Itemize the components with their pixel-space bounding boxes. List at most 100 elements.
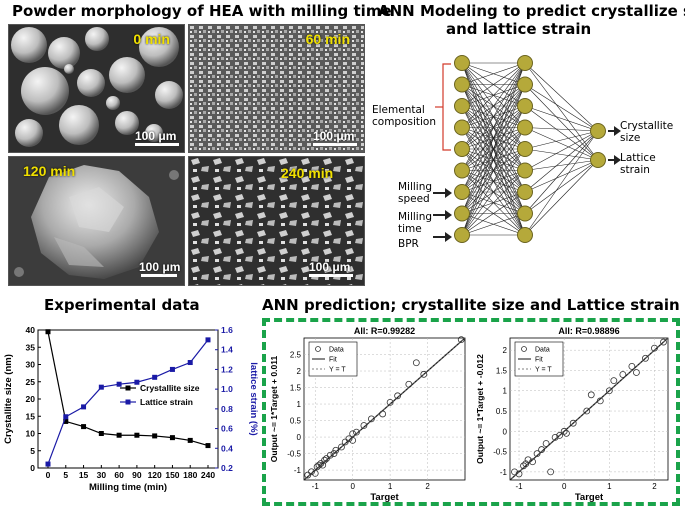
fit-line: [303, 337, 466, 481]
neuron-node: [517, 141, 533, 157]
connection-line: [524, 84, 599, 132]
y2-tick-label: 0.8: [221, 404, 233, 414]
data-point: [610, 377, 618, 384]
data-point: [651, 344, 658, 352]
y-tick-label: 2: [297, 367, 302, 376]
connection-line: [524, 84, 599, 161]
scale-label: 100 μm: [135, 129, 177, 143]
legend-label: Data: [535, 347, 550, 354]
connection-line: [524, 127, 599, 161]
data-point: [187, 360, 193, 366]
y-tick-label: 1.5: [290, 384, 302, 393]
data-point: [587, 391, 595, 399]
x-tick-label: 30: [97, 470, 107, 480]
y2-tick-label: 0.2: [221, 463, 233, 473]
sem-image-120min: 120 min 100 μm: [8, 156, 185, 286]
data-point: [556, 431, 564, 439]
x-axis-label: Milling time (min): [89, 482, 167, 493]
label-milling-time: Milling time: [398, 211, 433, 235]
y-tick-label: 35: [26, 342, 36, 352]
x-tick-label: 180: [183, 470, 197, 480]
data-point: [660, 338, 667, 346]
x-tick-label: 5: [63, 470, 68, 480]
y-tick-label: -0.5: [287, 450, 301, 459]
data-point: [169, 435, 175, 441]
data-point: [360, 422, 368, 429]
connection-line: [461, 213, 526, 236]
data-point: [308, 468, 315, 476]
connection-line: [524, 62, 599, 132]
data-point: [542, 440, 550, 447]
ann-model-title-line1: ANN Modeling to predict crystallize size: [378, 2, 685, 20]
x-tick-label: 0: [562, 482, 567, 491]
data-point: [332, 446, 340, 454]
data-point: [386, 398, 394, 406]
y-tick-label: 0.5: [496, 407, 508, 416]
y-tick-label: 25: [26, 377, 36, 387]
data-point: [628, 363, 636, 370]
label-milling-speed: Milling speed: [398, 181, 433, 205]
y-tick-label: 5: [30, 446, 35, 456]
data-point: [45, 329, 51, 335]
y-tick-label: 0: [30, 463, 35, 473]
y2-tick-label: 1.2: [221, 364, 233, 374]
experimental-title: Experimental data: [44, 296, 200, 314]
plot-title: All: R=0.99282: [354, 326, 415, 336]
legend-data-marker: [521, 346, 527, 352]
y-tick-label: 1: [503, 387, 508, 396]
data-point: [379, 410, 387, 418]
data-point: [560, 427, 568, 435]
scale-label: 100 μm: [309, 260, 351, 274]
data-point: [563, 429, 570, 437]
x-axis-label: Target: [370, 492, 399, 502]
connection-line: [524, 159, 599, 171]
legend-label: Lattice strain: [140, 397, 193, 407]
morphology-title: Powder morphology of HEA with milling ti…: [12, 2, 392, 20]
connection-line: [461, 148, 526, 236]
connection-line: [461, 170, 526, 236]
connection-line: [524, 159, 599, 236]
identity-line: [509, 337, 669, 481]
label-lattice: Lattice strain: [620, 152, 656, 176]
connection-line: [461, 62, 526, 171]
prediction-title: ANN prediction; crystallite size and Lat…: [262, 296, 680, 314]
neuron-node: [517, 205, 533, 222]
plot-title: All: R=0.98896: [558, 326, 619, 336]
data-point: [405, 380, 413, 388]
legend-data-marker: [315, 346, 321, 352]
y-tick-label: 15: [26, 411, 36, 421]
y-tick-label: 1.5: [496, 366, 508, 375]
sem-particles-spherical: [9, 25, 184, 152]
connection-line: [524, 130, 599, 193]
data-point: [338, 443, 345, 451]
sem-particles-flakes: [189, 157, 364, 285]
sem-label: 240 min: [281, 165, 334, 181]
data-point: [349, 436, 357, 444]
data-point: [520, 462, 527, 470]
x-tick-label: 0: [350, 482, 355, 491]
y2-tick-label: 1.0: [221, 384, 233, 394]
y-tick-label: 2: [503, 346, 508, 355]
regression-plot-lattice: All: R=0.98896 -1 0 1 2 -1 -0.5 0 0.5 1 1.5 2 Data Fi…: [475, 326, 669, 502]
y2-tick-label: 0.4: [221, 443, 233, 453]
scale-bar: [313, 143, 357, 146]
connection-line: [461, 127, 526, 236]
scale-label: 100 μm: [313, 129, 355, 143]
data-point: [515, 470, 523, 478]
data-point: [63, 414, 69, 420]
y-tick-label: 30: [26, 360, 36, 370]
data-point: [529, 458, 536, 466]
connection-line: [461, 62, 526, 214]
connection-line: [461, 62, 526, 150]
data-point: [524, 456, 532, 464]
data-point: [205, 443, 211, 449]
sem-label: 120 min: [23, 163, 76, 179]
x-tick-label: 2: [652, 482, 657, 491]
data-point: [116, 432, 122, 438]
data-point: [533, 450, 541, 458]
data-point: [457, 336, 465, 344]
connection-line: [461, 105, 526, 236]
x-tick-label: 1: [388, 482, 393, 491]
data-point: [547, 468, 555, 476]
y-tick-label: 20: [26, 394, 36, 404]
